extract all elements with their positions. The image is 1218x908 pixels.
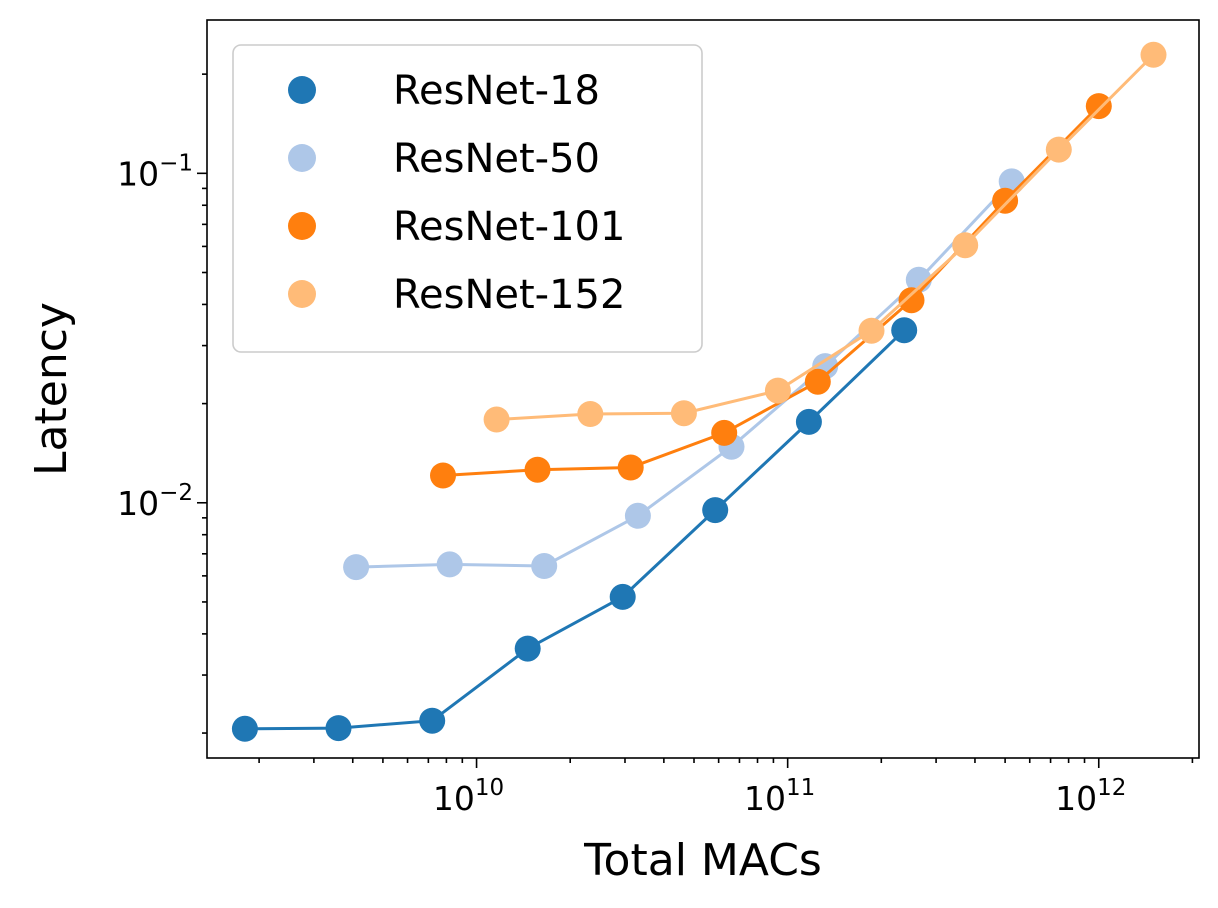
data-point [1085, 93, 1112, 120]
data-point [483, 406, 510, 433]
data-point [711, 419, 738, 446]
data-point [1045, 136, 1072, 163]
data-point [325, 715, 352, 742]
legend: ResNet-18 ResNet-50 ResNet-101 ResNet-152 [232, 44, 703, 353]
legend-label: ResNet-152 [393, 272, 625, 318]
series-line [244, 329, 906, 731]
series-resnet-101 [430, 93, 1112, 489]
legend-marker [288, 212, 316, 240]
x-tick-label: 1012 [1055, 775, 1126, 818]
legend-marker [288, 280, 316, 308]
y-tick-label: 10−1 [117, 150, 193, 193]
plot-frame [206, 19, 1200, 759]
ticks-layer: 1010 1011 1012 10−2 10−1 [117, 73, 1194, 818]
legend-item: ResNet-101 [288, 204, 625, 250]
series-resnet-50 [343, 168, 1025, 581]
data-point [670, 400, 697, 427]
series-resnet-152 [483, 41, 1167, 433]
data-point [795, 408, 822, 435]
legend-label: ResNet-18 [393, 68, 600, 114]
x-tick-label: 1011 [744, 775, 815, 818]
data-point [898, 287, 925, 314]
data-point [524, 456, 551, 483]
data-point [617, 454, 644, 481]
data-point [609, 583, 636, 610]
data-point [343, 554, 370, 581]
series-layer [231, 41, 1167, 742]
data-point [891, 317, 918, 344]
data-point [1140, 41, 1167, 68]
data-point [231, 715, 258, 742]
data-point [430, 462, 456, 489]
series-line [496, 53, 1155, 421]
series-line [442, 105, 1100, 477]
data-point [531, 553, 558, 579]
x-axis-title: Total MACs [583, 835, 822, 886]
legend-item: ResNet-152 [288, 272, 625, 318]
data-point [514, 635, 541, 662]
legend-item: ResNet-18 [288, 68, 600, 114]
data-point [764, 377, 791, 404]
y-tick-label: 10−2 [117, 480, 193, 523]
data-point [624, 502, 651, 529]
data-point [577, 401, 604, 427]
x-tick-label: 1010 [433, 775, 504, 818]
legend-marker [288, 144, 316, 172]
data-point [858, 317, 885, 344]
legend-label: ResNet-50 [393, 136, 600, 182]
data-point [702, 497, 729, 524]
data-point [804, 368, 831, 395]
data-point [992, 187, 1019, 214]
data-point [419, 707, 446, 734]
legend-label: ResNet-101 [393, 204, 625, 250]
data-point [952, 232, 979, 259]
data-point [436, 551, 463, 578]
y-axis-title: Latency [26, 302, 77, 476]
legend-marker [288, 76, 316, 104]
legend-frame [232, 44, 703, 353]
series-resnet-18 [231, 317, 918, 742]
legend-item: ResNet-50 [288, 136, 600, 182]
